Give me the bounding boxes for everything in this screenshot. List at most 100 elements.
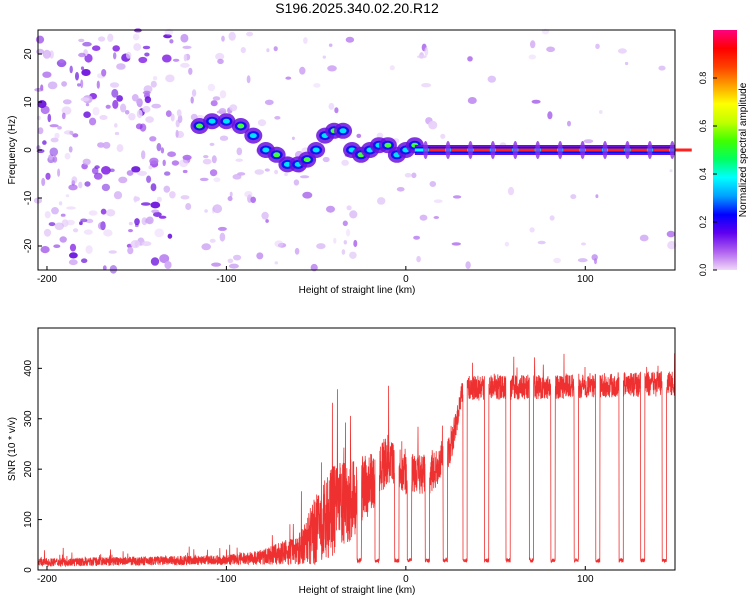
spectrogram-noise-blob xyxy=(144,218,152,224)
spectrogram-noise-blob xyxy=(82,41,92,47)
spectrogram-noise-blob xyxy=(353,239,358,248)
spectrogram-noise-blob xyxy=(132,33,140,41)
spectrogram-noise-blob xyxy=(190,96,194,104)
spectrogram-ridge-peak xyxy=(339,128,347,134)
spectrogram-noise-blob xyxy=(212,96,221,101)
spectrogram-noise-blob xyxy=(175,129,179,138)
steady-line-hot-segment xyxy=(451,148,468,152)
spectrogram-noise-blob xyxy=(162,159,166,166)
spectrogram-noise-blob xyxy=(577,258,588,263)
spectrogram-noise-blob xyxy=(232,174,242,180)
spectrogram-noise-blob xyxy=(201,243,211,251)
spectrogram-noise-blob xyxy=(35,35,45,44)
spectrogram-noise-blob xyxy=(78,181,83,189)
spectrogram-noise-blob xyxy=(37,100,47,109)
spectrogram-noise-blob xyxy=(504,241,510,247)
spectrogram-noise-blob xyxy=(341,159,349,166)
spectrogram-ridge-peak xyxy=(283,161,291,167)
spectrogram-noise-blob xyxy=(389,65,395,71)
spectrogram-y-axis-label: Frequency (Hz) xyxy=(7,116,18,185)
spectrogram-x-tick-label: 100 xyxy=(577,274,594,285)
spectrogram-noise-blob xyxy=(81,258,88,264)
spectrogram-noise-blob xyxy=(54,132,60,139)
spectrogram-noise-blob xyxy=(114,123,118,128)
spectrogram-x-axis-label: Height of straight line (km) xyxy=(299,285,416,296)
spectrogram-noise-blob xyxy=(211,155,217,164)
spectrogram-noise-blob xyxy=(135,123,143,130)
spectrogram-noise-blob xyxy=(49,50,54,59)
spectrogram-noise-blob xyxy=(144,52,150,57)
spectrogram-noise-blob xyxy=(229,191,233,197)
spectrogram-noise-blob xyxy=(167,233,173,239)
spectrogram-noise-blob xyxy=(144,96,152,104)
steady-line-hot-segment xyxy=(563,148,580,152)
spectrogram-noise-blob xyxy=(128,229,133,233)
spectrogram-noise-blob xyxy=(118,176,128,184)
steady-line-hot-segment xyxy=(428,148,446,152)
spectrogram-noise-blob xyxy=(124,110,130,115)
spectrogram-noise-blob xyxy=(116,95,123,102)
spectrogram-noise-blob xyxy=(68,259,78,266)
spectrogram-noise-blob xyxy=(111,88,119,98)
spectrogram-noise-blob xyxy=(163,185,171,193)
spectrogram-noise-blob xyxy=(149,136,157,142)
spectrogram-noise-blob xyxy=(109,265,118,274)
spectrogram-noise-blob xyxy=(429,181,437,187)
spectrogram-noise-blob xyxy=(128,113,136,121)
spectrogram-noise-blob xyxy=(209,142,215,146)
spectrogram-noise-blob xyxy=(528,54,536,60)
spectrogram-noise-blob xyxy=(274,169,279,175)
spectrogram-noise-blob xyxy=(227,196,233,202)
colorbar-label: Normalized spectral amplitude xyxy=(738,82,749,217)
spectrogram-noise-blob xyxy=(322,156,330,163)
spectrogram-noise-blob xyxy=(64,152,71,160)
steady-line-spike xyxy=(423,141,429,159)
snr-x-ticks: -200 -100 0 100 xyxy=(37,566,594,585)
spectrogram-noise-blob xyxy=(101,183,110,192)
steady-line-spike xyxy=(580,141,586,159)
spectrogram-noise-blob xyxy=(416,255,421,263)
spectrogram-noise-blob xyxy=(411,172,417,179)
spectrogram-noise-blob xyxy=(343,240,347,245)
spectrogram-noise-blob xyxy=(69,243,77,252)
spectrogram-noise-blob xyxy=(233,254,242,261)
spectrogram-noise-blob xyxy=(53,244,61,248)
spectrogram-noise-blob xyxy=(50,137,59,143)
spectrogram-noise-blob xyxy=(146,175,152,183)
spectrogram-noise-blob xyxy=(169,191,176,199)
spectrogram-noise-blob xyxy=(349,251,357,259)
spectrogram-noise-blob xyxy=(639,234,649,242)
spectrogram-noise-blob xyxy=(658,65,666,71)
spectrogram-noise-blob xyxy=(44,211,51,219)
spectrogram-noise-blob xyxy=(48,154,54,161)
spectrogram-noise-blob xyxy=(37,127,44,135)
spectrogram-noise-blob xyxy=(85,103,90,107)
spectrogram-noise-blob xyxy=(81,69,91,76)
spectrogram-noise-blob xyxy=(452,195,462,199)
spectrogram-noise-blob xyxy=(71,176,78,184)
spectrogram-noise-blob xyxy=(156,143,162,152)
snr-y-tick-label: 300 xyxy=(23,410,34,427)
spectrogram-noise-blob xyxy=(141,150,146,160)
spectrogram-noise-blob xyxy=(179,159,189,168)
spectrogram-x-tick-label: -100 xyxy=(216,274,236,285)
spectrogram-noise-blob xyxy=(79,221,83,226)
spectrogram-noise-blob xyxy=(404,173,412,178)
spectrogram-noise-blob xyxy=(151,209,160,214)
spectrogram-noise-blob xyxy=(80,66,85,71)
colorbar-tick-label: 0.2 xyxy=(698,216,708,229)
spectrogram-noise-blob xyxy=(48,222,56,227)
spectrogram-noise-blob xyxy=(228,31,236,41)
spectrogram-noise-blob xyxy=(440,133,446,139)
spectrogram-noise-blob xyxy=(322,55,326,59)
spectrogram-noise-blob xyxy=(182,169,188,174)
spectrogram-noise-blob xyxy=(141,241,152,247)
spectrogram-ridge-peak xyxy=(195,123,203,129)
spectrogram-noise-blob xyxy=(150,80,157,88)
spectrogram-noise-blob xyxy=(164,261,172,269)
spectrogram-ridge-peak xyxy=(384,142,392,148)
steady-line-hot-segment xyxy=(652,148,670,152)
spectrogram-noise-blob xyxy=(185,203,192,210)
colorbar: 0.0 0.2 0.4 0.6 0.8 Normalized spectral ampl… xyxy=(698,30,749,276)
spectrogram-noise-blob xyxy=(47,113,52,123)
